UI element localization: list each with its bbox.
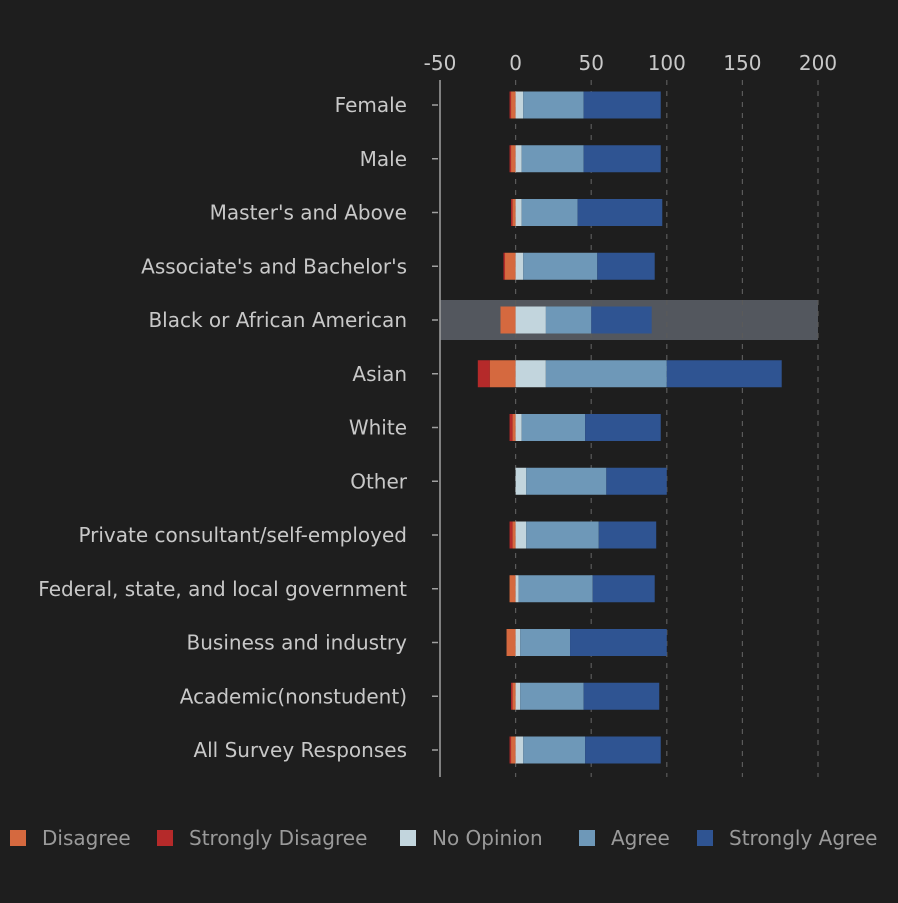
bar-segment <box>592 575 655 603</box>
bar-segment <box>515 682 521 710</box>
bar-segment <box>515 360 546 388</box>
bar-segment <box>509 521 513 549</box>
bar-segment <box>545 360 667 388</box>
bar-segment <box>523 91 584 119</box>
bar-segment <box>585 414 661 441</box>
category-label: Academic(nonstudent) <box>180 684 407 708</box>
legend-label: Agree <box>611 826 670 850</box>
category-label: Associate's and Bachelor's <box>141 254 407 278</box>
category-label: White <box>349 416 407 440</box>
bar-segment <box>666 360 782 388</box>
legend-swatch <box>579 830 595 846</box>
bar-segment <box>521 145 584 173</box>
category-label: Private consultant/self-employed <box>78 523 407 547</box>
bar-segment <box>585 736 661 764</box>
bar-segment <box>597 252 655 280</box>
bar-segment <box>509 575 516 603</box>
bar-segment <box>577 199 663 226</box>
bar-segment <box>505 252 516 280</box>
bar-segment <box>509 145 512 173</box>
x-tick-label: 150 <box>723 51 761 75</box>
bar-segment <box>521 414 586 441</box>
bar-segment <box>512 682 516 710</box>
bar-segment <box>509 736 512 764</box>
legend-swatch <box>400 830 416 846</box>
category-label: Black or African American <box>148 308 407 332</box>
bar-segment <box>526 467 607 495</box>
bar-segment <box>515 199 522 226</box>
category-label: Female <box>335 93 407 117</box>
bar-segment <box>515 521 527 549</box>
x-tick-label: 0 <box>509 51 522 75</box>
legend-label: No Opinion <box>432 826 543 850</box>
legend-label: Disagree <box>42 826 131 850</box>
bar-segment <box>515 91 524 119</box>
bar-segment <box>606 467 667 495</box>
bar-segment <box>545 306 592 334</box>
category-label: Business and industry <box>187 631 408 655</box>
bar-segment <box>520 629 571 656</box>
bar-segment <box>591 306 652 334</box>
bar-segment <box>511 682 513 710</box>
legend-swatch <box>157 830 173 846</box>
bar-segment <box>583 91 661 119</box>
bar-segment <box>512 199 516 226</box>
bar-segment <box>515 145 522 173</box>
bar-segment <box>503 252 506 280</box>
bar-segment <box>515 629 521 656</box>
bar-segment <box>500 306 516 334</box>
x-tick-label: 200 <box>799 51 837 75</box>
category-label: Male <box>360 147 407 171</box>
category-label: Federal, state, and local government <box>38 577 407 601</box>
bar-segment <box>511 736 516 764</box>
x-tick-label: -50 <box>424 51 457 75</box>
legend-swatch <box>697 830 713 846</box>
bar-segment <box>520 682 584 710</box>
bar-segment <box>515 467 527 495</box>
bar-segment <box>515 736 524 764</box>
x-tick-label: 50 <box>578 51 603 75</box>
bar-segment <box>518 575 593 603</box>
bar-segment <box>515 306 546 334</box>
bar-segment <box>509 414 513 441</box>
category-label: Other <box>350 469 408 493</box>
bar-segment <box>489 360 516 388</box>
bar-segment <box>511 145 516 173</box>
bar-segment <box>523 252 598 280</box>
legend-swatch <box>10 830 26 846</box>
bar-segment <box>515 252 524 280</box>
bar-segment <box>515 414 522 441</box>
bar-segment <box>523 736 586 764</box>
bar-segment <box>477 360 490 388</box>
bar-segment <box>598 521 657 549</box>
x-tick-label: 100 <box>648 51 686 75</box>
bar-segment <box>526 521 599 549</box>
legend-label: Strongly Disagree <box>189 826 367 850</box>
bar-segment <box>521 199 578 226</box>
category-label: All Survey Responses <box>193 738 407 762</box>
bar-segment <box>583 682 660 710</box>
bar-segment <box>506 629 516 656</box>
category-label: Master's and Above <box>210 201 407 225</box>
bar-segment <box>509 91 512 119</box>
bar-segment <box>511 91 516 119</box>
bar-segment <box>570 629 667 656</box>
bar-segment <box>583 145 661 173</box>
bar-segment <box>512 414 516 441</box>
bar-segment <box>512 521 516 549</box>
legend-label: Strongly Agree <box>729 826 877 850</box>
bar-segment <box>515 575 519 603</box>
category-label: Asian <box>352 362 407 386</box>
bar-segment <box>511 199 513 226</box>
